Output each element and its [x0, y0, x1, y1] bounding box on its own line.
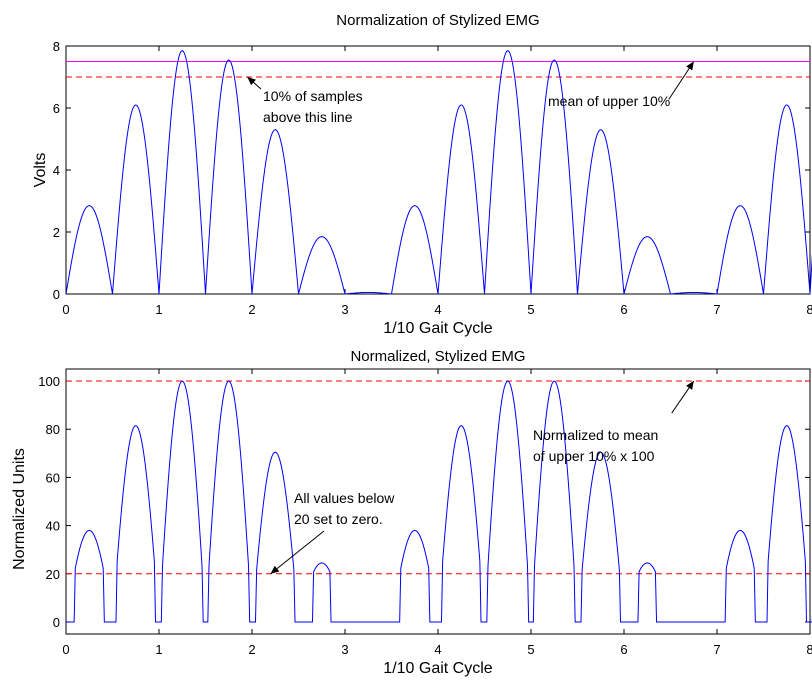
y-axis-label: Normalized Units [11, 448, 28, 570]
x-tick-label: 3 [341, 642, 348, 657]
annotation-text: 20 set to zero. [294, 511, 383, 527]
annotation-arrowhead [270, 565, 280, 574]
y-tick-label: 20 [46, 567, 60, 582]
x-tick-label: 2 [248, 302, 255, 317]
y-axis-label: Volts [32, 153, 49, 188]
plot-area: 0 1 2 3 4 5 6 7 8 0 2 4 6 8 10% of samples above this l… [53, 39, 812, 317]
x-tick-label: 5 [527, 302, 534, 317]
y-tick-label: 0 [53, 287, 60, 302]
x-tick-label: 2 [248, 642, 255, 657]
y-tick-label: 8 [53, 39, 60, 54]
x-tick-label: 7 [713, 302, 720, 317]
y-tick-label: 6 [53, 101, 60, 116]
annotation-arrowhead [686, 61, 694, 71]
annotation-arrowhead [247, 77, 256, 86]
x-tick-label: 5 [527, 642, 534, 657]
y-tick-label: 4 [53, 163, 60, 178]
x-tick-label: 7 [713, 642, 720, 657]
x-tick-label: 1 [155, 642, 162, 657]
x-tick-label: 0 [62, 302, 69, 317]
panel-top: Normalization of Stylized EMG 1/10 Gait … [32, 12, 812, 337]
x-tick-label: 1 [155, 302, 162, 317]
x-tick-label: 0 [62, 642, 69, 657]
chart-title: Normalization of Stylized EMG [336, 12, 539, 29]
emg-series-line [65, 50, 812, 295]
annotation-text: above this line [263, 109, 353, 125]
x-tick-label: 8 [806, 642, 812, 657]
annotation-text: Normalized to mean [533, 427, 658, 443]
annotation-arrow [270, 530, 325, 575]
y-tick-label: 60 [46, 470, 60, 485]
y-tick-label: 80 [46, 422, 60, 437]
y-tick-label: 0 [53, 615, 60, 630]
y-tick-label: 2 [53, 225, 60, 240]
x-axis-label: 1/10 Gait Cycle [383, 320, 492, 337]
annotation-text: of upper 10% x 100 [533, 448, 655, 464]
panel-bottom: Normalized, Stylized EMG 1/10 Gait Cycle… [11, 348, 812, 677]
annotation-text: 10% of samples [263, 88, 363, 104]
x-tick-label: 6 [620, 642, 627, 657]
x-tick-label: 8 [806, 302, 812, 317]
annotation-text: All values below [294, 490, 395, 506]
emg-series-line [66, 380, 812, 623]
chart-title: Normalized, Stylized EMG [350, 348, 525, 365]
y-tick-label: 40 [46, 519, 60, 534]
x-tick-label: 4 [434, 642, 441, 657]
y-tick-label: 100 [38, 374, 60, 389]
x-tick-label: 4 [434, 302, 441, 317]
x-tick-label: 6 [620, 302, 627, 317]
x-axis-label: 1/10 Gait Cycle [383, 660, 492, 677]
annotation-text: mean of upper 10% [548, 93, 670, 109]
x-tick-label: 3 [341, 302, 348, 317]
annotation-arrowhead [686, 381, 694, 390]
